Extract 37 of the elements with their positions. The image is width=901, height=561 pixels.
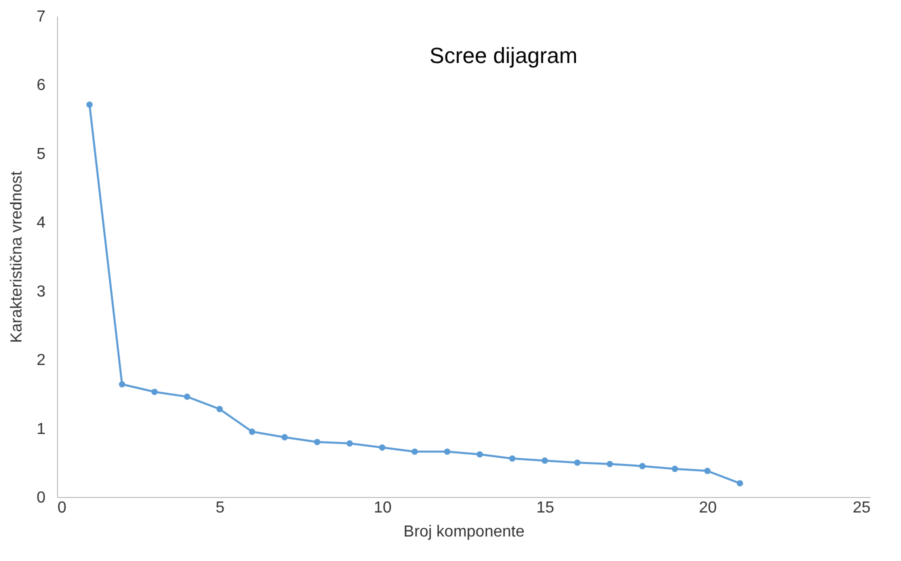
y-tick-label: 6 xyxy=(36,77,46,94)
point xyxy=(118,381,126,388)
y-tick-label: 7 xyxy=(36,8,46,26)
point xyxy=(216,406,223,412)
point xyxy=(574,459,580,466)
y-tick-label: 4 xyxy=(36,214,46,232)
x-tick-label: 20 xyxy=(699,500,717,516)
point xyxy=(346,440,353,447)
x-tick-label: 5 xyxy=(216,500,225,516)
point xyxy=(606,460,613,468)
point xyxy=(509,455,516,462)
point xyxy=(151,388,158,396)
point xyxy=(704,468,711,474)
text: Scree dijagram xyxy=(430,43,578,68)
point xyxy=(184,394,190,400)
point xyxy=(444,448,450,455)
point xyxy=(542,457,548,464)
point xyxy=(86,101,93,108)
y-tick-label: 2 xyxy=(36,352,46,370)
y-tick-label: 5 xyxy=(36,146,46,163)
point xyxy=(281,434,288,440)
point xyxy=(314,438,320,446)
point xyxy=(248,428,256,435)
y-tick-label: 3 xyxy=(36,283,46,300)
y-axis-title: Karakteristična vrednost xyxy=(8,170,26,343)
point xyxy=(639,462,646,470)
x-axis-title: Broj komponente xyxy=(404,524,525,540)
point xyxy=(736,480,744,486)
x-tick-label: 15 xyxy=(536,500,554,516)
point xyxy=(379,444,386,451)
x-tick-label: 10 xyxy=(374,500,392,516)
x-tick-label: 25 xyxy=(852,500,871,516)
y-tick-label: 1 xyxy=(36,420,46,438)
point xyxy=(672,466,678,472)
x-tick-label: 0 xyxy=(58,500,66,516)
point xyxy=(412,448,418,455)
point xyxy=(476,451,483,458)
